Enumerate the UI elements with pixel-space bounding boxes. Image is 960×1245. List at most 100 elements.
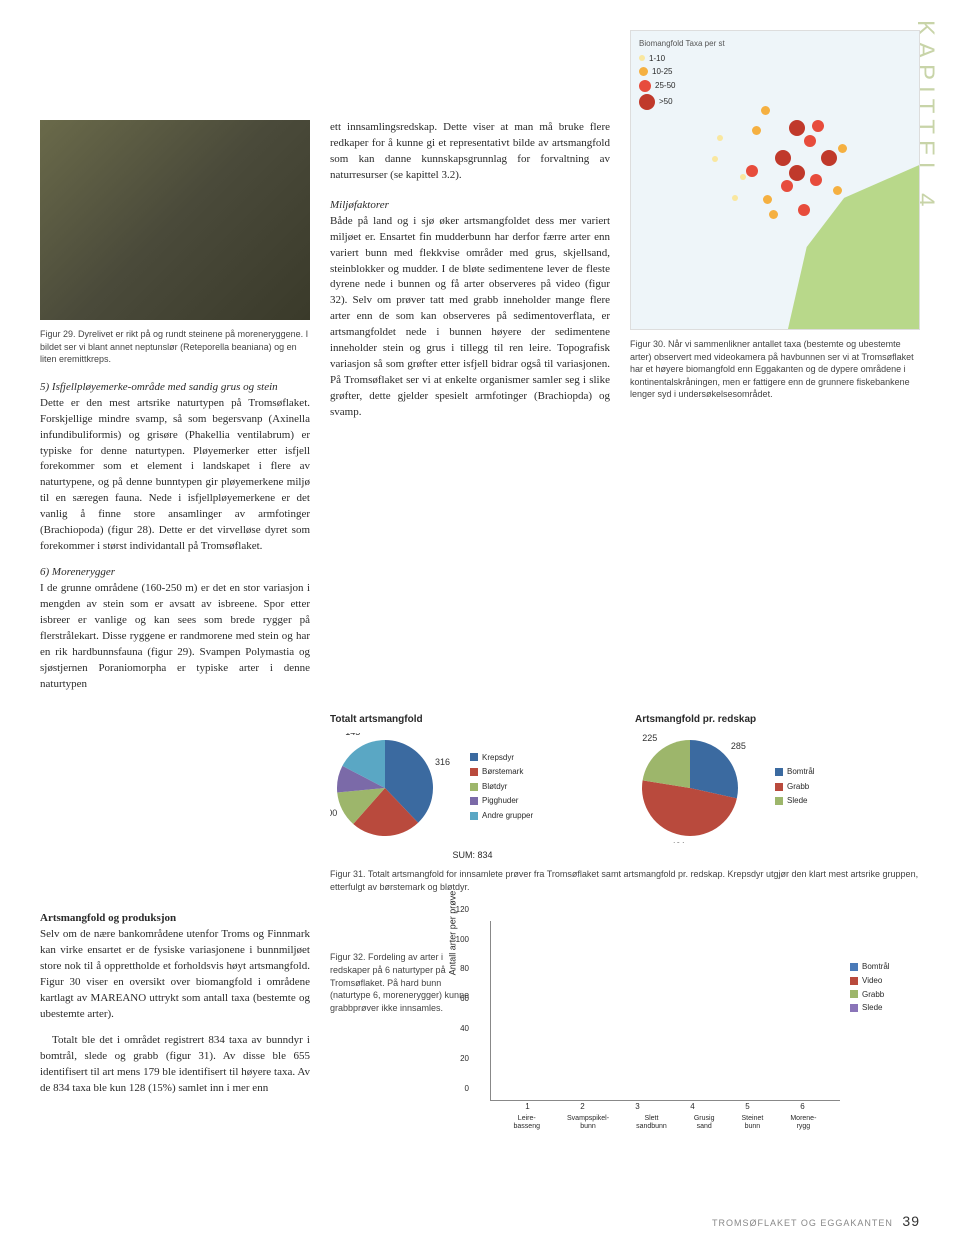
legend-swatch-icon bbox=[470, 768, 478, 776]
map-dot bbox=[798, 204, 810, 216]
legend-label: Børstemark bbox=[482, 766, 523, 778]
bar-legend-row: Bomtrål bbox=[850, 961, 920, 973]
figure-29-photo bbox=[40, 120, 310, 320]
x-label: Grusigsand bbox=[694, 1115, 715, 1130]
legend-swatch-icon bbox=[470, 812, 478, 820]
legend-swatch-icon bbox=[775, 783, 783, 791]
lower-section: Artsmangfold og produksjon Selv om de næ… bbox=[40, 911, 920, 1121]
map-dot bbox=[789, 120, 805, 136]
section-6-body: I de grunne områdene (160-250 m) er det … bbox=[40, 582, 310, 690]
column-3: Biomangfold Taxa per st 1-1010-2525-50>5… bbox=[630, 30, 920, 703]
x-label: Svampspikel-bunn bbox=[567, 1115, 609, 1130]
map-dot bbox=[789, 165, 805, 181]
map-dot bbox=[763, 195, 772, 204]
legend-label: Krepsdyr bbox=[482, 752, 514, 764]
map-dot bbox=[752, 126, 761, 135]
bar-chart: Antall arter per prøve 020406080100120 bbox=[490, 921, 840, 1101]
legend-swatch-icon bbox=[470, 783, 478, 791]
map-dot bbox=[838, 144, 847, 153]
map-dot bbox=[769, 210, 778, 219]
legend-label: Grabb bbox=[787, 781, 809, 793]
section-6: 6) Morenerygger I de grunne områdene (16… bbox=[40, 565, 310, 693]
pie-total: Totalt artsmangfold 31619710076145 Kreps… bbox=[330, 713, 615, 863]
section-5-title: 5) Isfjellpløyemerke-område med sandig g… bbox=[40, 381, 278, 393]
figure-30-map: Biomangfold Taxa per st 1-1010-2525-50>5… bbox=[630, 30, 920, 330]
map-dot bbox=[821, 150, 837, 166]
legend-label: Slede bbox=[862, 1002, 882, 1014]
figure-30-caption: Figur 30. Når vi sammenlikner antallet t… bbox=[630, 338, 920, 401]
miljo-title: Miljøfaktorer bbox=[330, 199, 389, 211]
legend-label: Bløtdyr bbox=[482, 781, 507, 793]
map-dot bbox=[781, 180, 793, 192]
legend-label: Grabb bbox=[862, 989, 884, 1001]
y-tick: 60 bbox=[460, 993, 469, 1005]
x-label: Leire-basseng bbox=[514, 1115, 540, 1130]
legend-swatch-icon bbox=[850, 963, 858, 971]
map-dot bbox=[712, 156, 718, 162]
miljo-body: Både på land og i sjø øker artsmangfolde… bbox=[330, 215, 610, 418]
miljofaktorer: Miljøfaktorer Både på land og i sjø øker… bbox=[330, 198, 610, 421]
pie1-sum: SUM: 834 bbox=[330, 849, 615, 862]
map-dot bbox=[810, 174, 822, 186]
pie2-title: Artsmangfold pr. redskap bbox=[635, 713, 920, 728]
section-5: 5) Isfjellpløyemerke-område med sandig g… bbox=[40, 380, 310, 555]
legend-label: Slede bbox=[787, 795, 807, 807]
y-tick: 20 bbox=[460, 1053, 469, 1065]
map-sample-dots bbox=[631, 31, 919, 329]
pie1-title: Totalt artsmangfold bbox=[330, 713, 615, 728]
map-dot bbox=[833, 186, 842, 195]
col2-para1: ett innsamlingsredskap. Dette viser at m… bbox=[330, 120, 610, 184]
pie1-legend: Krepsdyr Børstemark Bløtdyr Pigghuder Andre … bbox=[470, 752, 533, 825]
pie-slice bbox=[643, 740, 690, 788]
x-num: 5 bbox=[745, 1101, 749, 1113]
section-5-body: Dette er den mest artsrike naturtypen på… bbox=[40, 397, 310, 552]
y-tick: 120 bbox=[456, 904, 469, 916]
pie-legend-row: Grabb bbox=[775, 781, 815, 793]
legend-label: Bomtrål bbox=[862, 961, 890, 973]
legend-swatch-icon bbox=[470, 797, 478, 805]
x-label: Steinetbunn bbox=[742, 1115, 764, 1130]
bar-legend: Bomtrål Video GrabbSlede bbox=[850, 911, 920, 1121]
pie-legend-row: Slede bbox=[775, 795, 815, 807]
legend-swatch-icon bbox=[850, 1004, 858, 1012]
map-dot bbox=[812, 120, 824, 132]
y-tick: 0 bbox=[465, 1083, 469, 1095]
pie1-chart: 31619710076145 bbox=[330, 733, 460, 843]
pie-legend-row: Børstemark bbox=[470, 766, 533, 778]
pie-slice-value: 285 bbox=[731, 741, 746, 751]
x-num: 1 bbox=[525, 1101, 529, 1113]
pie-charts-row: Totalt artsmangfold 31619710076145 Kreps… bbox=[330, 713, 920, 863]
pie-slice-value: 225 bbox=[642, 733, 657, 743]
legend-label: Andre grupper bbox=[482, 810, 533, 822]
pie-legend-row: Pigghuder bbox=[470, 795, 533, 807]
legend-label: Pigghuder bbox=[482, 795, 518, 807]
map-dot bbox=[732, 195, 738, 201]
legend-swatch-icon bbox=[850, 977, 858, 985]
y-tick: 40 bbox=[460, 1023, 469, 1035]
column-2: ett innsamlingsredskap. Dette viser at m… bbox=[330, 30, 610, 703]
pie-slice-value: 316 bbox=[435, 757, 450, 767]
pie-legend-row: Andre grupper bbox=[470, 810, 533, 822]
x-label: Morene-rygg bbox=[790, 1115, 816, 1130]
bar-legend-row: Video bbox=[850, 975, 920, 987]
legend-swatch-icon bbox=[775, 768, 783, 776]
section-6-title: 6) Morenerygger bbox=[40, 566, 115, 578]
pie-legend-row: Bomtrål bbox=[775, 766, 815, 778]
figure-29-caption: Figur 29. Dyrelivet er rikt på og rundt … bbox=[40, 328, 310, 366]
page-number: 39 bbox=[902, 1213, 920, 1229]
pie-legend-row: Krepsdyr bbox=[470, 752, 533, 764]
x-num: 6 bbox=[800, 1101, 804, 1113]
x-num: 2 bbox=[580, 1101, 584, 1113]
pie-slice-value: 491 bbox=[671, 841, 686, 843]
lower-right-chart: Figur 32. Fordeling av arter i redskaper… bbox=[330, 911, 920, 1121]
pie-legend-row: Bløtdyr bbox=[470, 781, 533, 793]
map-dot bbox=[775, 150, 791, 166]
column-1: Figur 29. Dyrelivet er rikt på og rundt … bbox=[40, 30, 310, 703]
y-tick: 80 bbox=[460, 964, 469, 976]
map-dot bbox=[740, 174, 746, 180]
footer-text: TROMSØFLAKET OG EGGAKANTEN bbox=[712, 1218, 893, 1228]
bar-legend-row: Slede bbox=[850, 1002, 920, 1014]
legend-swatch-icon bbox=[470, 753, 478, 761]
pie2-chart: 285 491 225 bbox=[635, 733, 765, 843]
pie-slice-value: 197 bbox=[379, 842, 394, 843]
